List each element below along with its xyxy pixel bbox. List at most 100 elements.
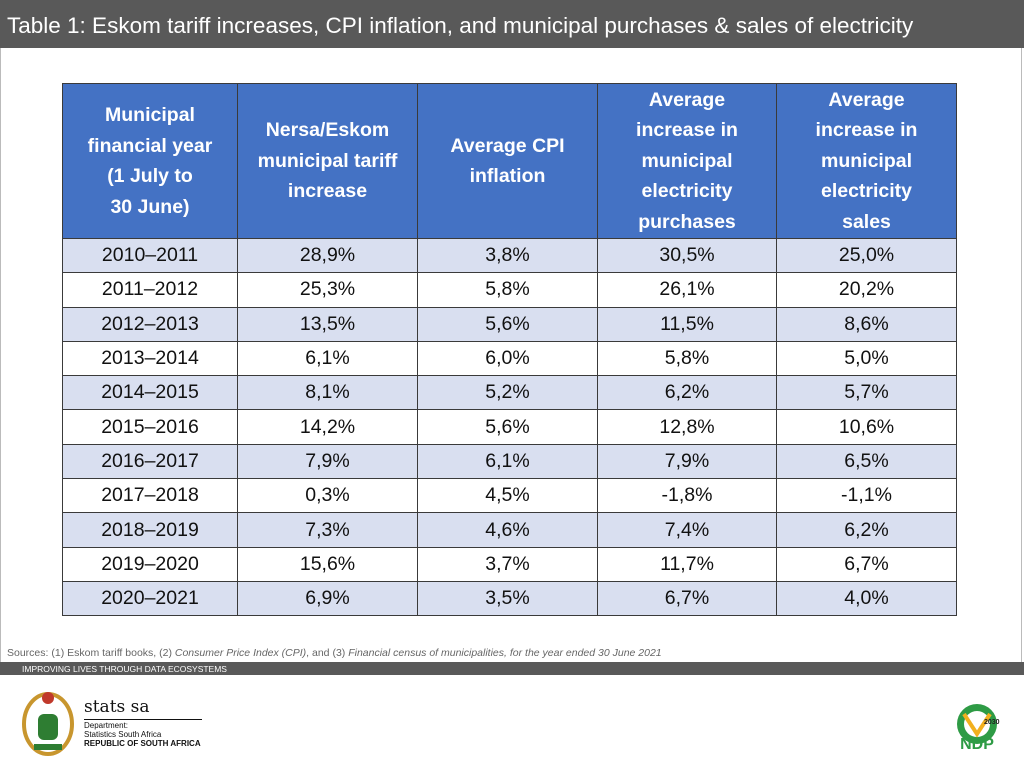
value-cell: 0,3% xyxy=(237,478,418,514)
value-cell: 6,7% xyxy=(776,546,957,582)
source-title: Financial census of municipalities, for … xyxy=(348,647,662,659)
table-row: 2015–2016 14,2% 5,6% 12,8% 10,6% xyxy=(62,409,957,445)
ndp-year: 2030 xyxy=(984,719,1000,726)
value-cell: 4,6% xyxy=(417,512,598,548)
table-row: 2016–2017 7,9% 6,1% 7,9% 6,5% xyxy=(62,443,957,480)
ndp-logo: 2030 NDP xyxy=(957,704,1000,752)
value-cell: 6,9% xyxy=(237,580,418,617)
table-row: 2010–2011 28,9% 3,8% 30,5% 25,0% xyxy=(62,237,957,274)
header-line: Average xyxy=(648,88,726,111)
header-cell: Average increase in municipal electricity sa… xyxy=(776,83,957,239)
header-line: municipal tariff xyxy=(257,149,398,172)
header-line: Average CPI xyxy=(450,134,565,157)
value-cell: 6,5% xyxy=(776,443,957,480)
value-cell: 15,6% xyxy=(237,546,418,582)
value-cell: 6,7% xyxy=(597,580,777,617)
value-cell: 5,8% xyxy=(417,272,598,308)
table-row: 2018–2019 7,3% 4,6% 7,4% 6,2% xyxy=(62,512,957,548)
value-cell: 7,9% xyxy=(597,443,777,480)
header-line: inflation xyxy=(469,165,546,187)
table-row: 2011–2012 25,3% 5,8% 26,1% 20,2% xyxy=(62,272,957,308)
year-cell: 2016–2017 xyxy=(62,443,238,480)
source-title: Consumer Price Index (CPI) xyxy=(174,647,307,659)
value-cell: 5,2% xyxy=(417,375,598,411)
year-cell: 2018–2019 xyxy=(62,512,238,548)
value-cell: 7,3% xyxy=(237,512,418,548)
value-cell: 11,5% xyxy=(597,306,777,342)
header-line: (1 July to xyxy=(107,165,193,187)
ndp-name: NDP xyxy=(960,736,994,752)
value-cell: 3,7% xyxy=(417,546,598,582)
value-cell: 11,7% xyxy=(597,546,777,582)
header-line: electricity xyxy=(641,180,733,203)
header-row: Municipal financial year (1 July to 30 June… xyxy=(62,83,957,239)
value-cell: 5,0% xyxy=(776,340,957,377)
header-line: increase xyxy=(287,180,368,203)
header-line: Municipal xyxy=(105,104,195,126)
value-cell: 3,8% xyxy=(417,237,598,274)
logo-rule xyxy=(84,719,202,720)
year-cell: 2014–2015 xyxy=(62,375,238,411)
year-cell: 2015–2016 xyxy=(62,409,238,445)
coat-of-arms xyxy=(22,692,74,756)
header-line: purchases xyxy=(638,210,736,233)
value-cell: 4,5% xyxy=(417,478,598,514)
source-text: Sources: (1) Eskom tariff books, (2) xyxy=(7,647,175,659)
table-body: 2010–2011 28,9% 3,8% 30,5% 25,0% 2011–2012 25,… xyxy=(62,237,957,617)
value-cell: 6,1% xyxy=(417,443,598,480)
value-cell: 10,6% xyxy=(776,409,957,445)
value-cell: 5,8% xyxy=(597,340,777,377)
header-line: increase in xyxy=(636,119,738,142)
value-cell: 7,4% xyxy=(597,512,777,548)
sources: Sources: (1) Eskom tariff books, (2) Con… xyxy=(7,647,662,659)
value-cell: 5,7% xyxy=(776,375,957,411)
value-cell: 30,5% xyxy=(597,237,777,274)
value-cell: 6,1% xyxy=(237,340,418,377)
header-line: Average xyxy=(828,88,905,111)
value-cell: 8,6% xyxy=(776,306,957,342)
value-cell: 4,0% xyxy=(776,580,957,617)
table-row: 2017–2018 0,3% 4,5% -1,8% -1,1% xyxy=(62,478,957,514)
header-line: financial year xyxy=(87,134,213,157)
logo-line: REPUBLIC OF SOUTH AFRICA xyxy=(84,739,201,748)
header-line: municipal xyxy=(641,149,733,172)
year-cell: 2019–2020 xyxy=(62,546,238,582)
table-row: 2020–2021 6,9% 3,5% 6,7% 4,0% xyxy=(62,580,957,617)
year-cell: 2012–2013 xyxy=(62,306,238,342)
value-cell: 6,0% xyxy=(417,340,598,377)
value-cell: 13,5% xyxy=(237,306,418,342)
header-cell: Nersa/Eskom municipal tariff increase xyxy=(237,83,418,239)
value-cell: 8,1% xyxy=(237,375,418,411)
logo-line: Statistics South Africa xyxy=(84,730,162,739)
header-line: Nersa/Eskom xyxy=(265,119,390,142)
year-cell: 2013–2014 xyxy=(62,340,238,377)
content-frame xyxy=(0,48,1022,662)
value-cell: 6,2% xyxy=(597,375,777,411)
year-cell: 2020–2021 xyxy=(62,580,238,617)
value-cell: 26,1% xyxy=(597,272,777,308)
value-cell: 14,2% xyxy=(237,409,418,445)
logo-line: Department: xyxy=(84,721,129,730)
table-row: 2013–2014 6,1% 6,0% 5,8% 5,0% xyxy=(62,340,957,377)
header-cell: Municipal financial year (1 July to 30 June… xyxy=(62,83,238,239)
value-cell: -1,1% xyxy=(776,478,957,514)
title-bar: Table 1: Eskom tariff increases, CPI inf… xyxy=(0,0,1024,48)
header-line: 30 June) xyxy=(110,195,190,218)
data-table: Municipal financial year (1 July to 30 June… xyxy=(62,83,957,617)
value-cell: -1,8% xyxy=(597,478,777,514)
tagline-band: IMPROVING LIVES THROUGH DATA ECOSYSTEMS xyxy=(0,662,1024,675)
value-cell: 6,2% xyxy=(776,512,957,548)
value-cell: 12,8% xyxy=(597,409,777,445)
header-line: increase in xyxy=(815,119,918,142)
header-line: municipal xyxy=(820,149,913,172)
value-cell: 25,0% xyxy=(776,237,957,274)
table-row: 2014–2015 8,1% 5,2% 6,2% 5,7% xyxy=(62,375,957,411)
value-cell: 28,9% xyxy=(237,237,418,274)
year-cell: 2017–2018 xyxy=(62,478,238,514)
year-cell: 2011–2012 xyxy=(62,272,238,308)
value-cell: 5,6% xyxy=(417,409,598,445)
logo-name: stats sa xyxy=(84,697,150,717)
value-cell: 5,6% xyxy=(417,306,598,342)
value-cell: 20,2% xyxy=(776,272,957,308)
